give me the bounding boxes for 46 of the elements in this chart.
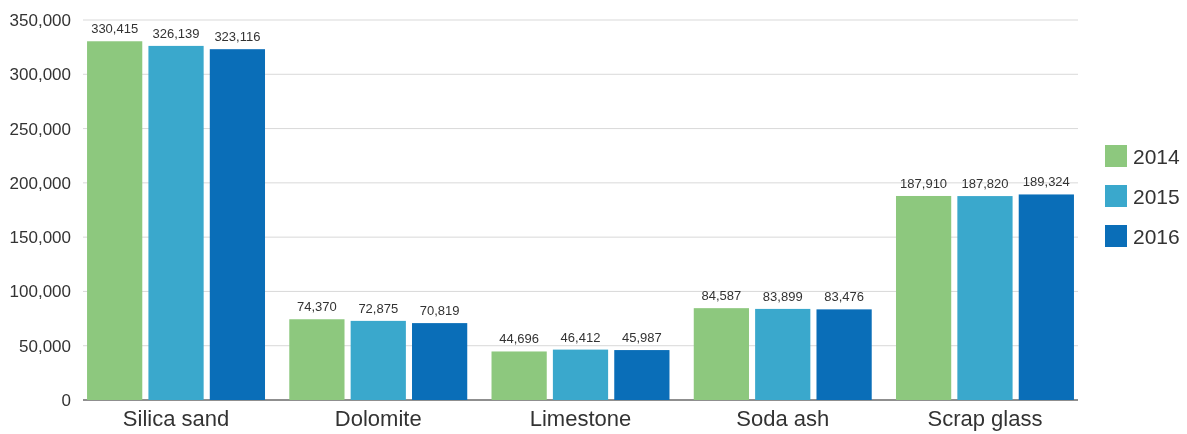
- bar: [350, 320, 406, 400]
- legend-label: 2015: [1133, 185, 1180, 208]
- data-label: 45,987: [621, 330, 662, 346]
- data-label: 44,696: [499, 331, 540, 347]
- data-label: 74,370: [297, 299, 337, 315]
- data-label: 70,819: [419, 303, 460, 319]
- data-label: 187,820: [961, 176, 1009, 192]
- x-tick-label: Soda ash: [736, 405, 830, 431]
- data-label: 326,139: [152, 25, 200, 41]
- bar: [895, 195, 952, 400]
- bar: [491, 351, 547, 400]
- bar: [148, 45, 204, 400]
- y-tick-label: 300,000: [9, 65, 71, 85]
- x-tick-label: Dolomite: [334, 405, 422, 431]
- bar: [552, 349, 609, 400]
- bar: [1018, 194, 1074, 400]
- x-tick-label: Silica sand: [122, 405, 230, 431]
- data-label: 83,476: [824, 289, 864, 305]
- data-label: 72,875: [358, 300, 399, 316]
- bar: [693, 308, 749, 400]
- data-label: 83,899: [762, 288, 803, 304]
- bar: [755, 308, 811, 400]
- data-label: 189,324: [1022, 174, 1070, 190]
- bar: [614, 350, 670, 400]
- bar: [957, 196, 1013, 400]
- data-label: 323,116: [214, 29, 261, 45]
- data-label: 84,587: [701, 288, 742, 304]
- x-tick-label: Scrap glass: [927, 405, 1043, 431]
- legend-label: 2016: [1133, 225, 1180, 248]
- y-tick-label: 150,000: [9, 228, 71, 248]
- y-tick-label: 200,000: [9, 173, 71, 193]
- bar: [289, 319, 345, 400]
- data-label: 187,910: [900, 175, 948, 191]
- y-tick-label: 0: [61, 390, 71, 410]
- legend-label: 2014: [1133, 145, 1181, 168]
- y-tick-label: 50,000: [19, 336, 71, 356]
- y-tick-label: 100,000: [9, 282, 71, 302]
- data-label: 46,412: [560, 329, 601, 345]
- bar: [816, 309, 872, 400]
- y-tick-label: 250,000: [9, 119, 71, 139]
- bar: [412, 323, 468, 400]
- bar: [209, 49, 266, 400]
- bar: [87, 41, 143, 400]
- y-tick-label: 350,000: [9, 10, 71, 30]
- data-label: 330,415: [91, 21, 139, 37]
- x-tick-label: Limestone: [529, 405, 632, 431]
